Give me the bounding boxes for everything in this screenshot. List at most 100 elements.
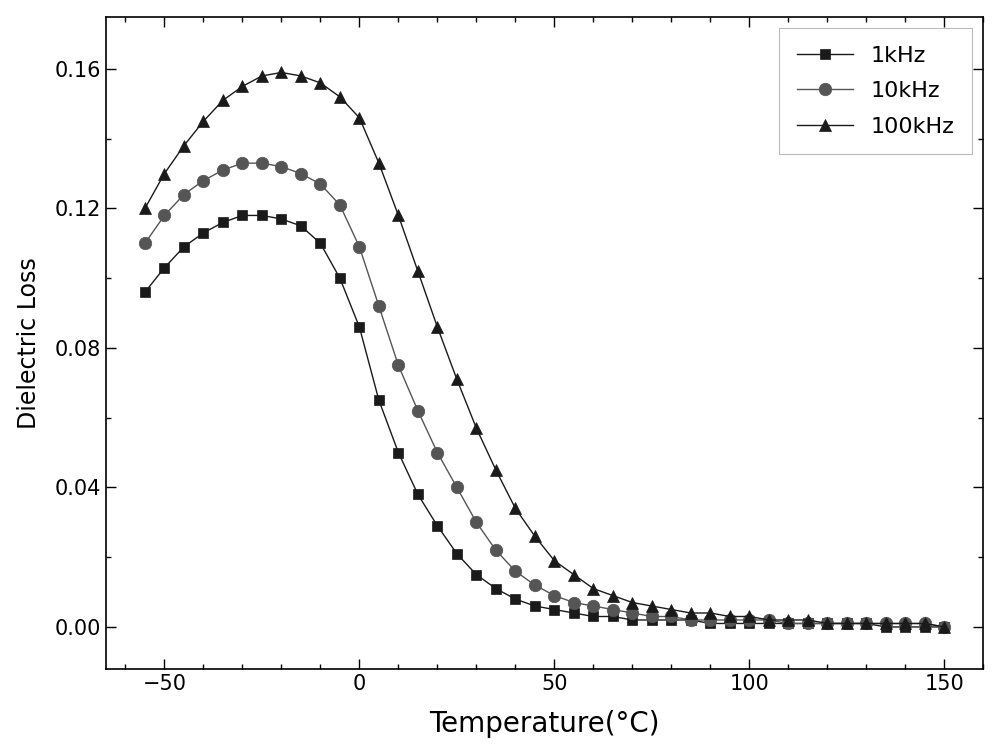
100kHz <box>139 204 151 213</box>
1kHz <box>392 448 404 457</box>
100kHz <box>236 82 248 91</box>
1kHz <box>763 619 775 628</box>
100kHz <box>158 169 170 178</box>
10kHz <box>314 180 326 189</box>
1kHz <box>724 619 736 628</box>
100kHz <box>763 615 775 624</box>
10kHz <box>431 448 443 457</box>
1kHz <box>860 619 872 628</box>
10kHz <box>275 162 287 171</box>
1kHz <box>509 594 521 603</box>
100kHz <box>724 612 736 621</box>
10kHz <box>743 615 755 624</box>
1kHz <box>256 211 268 220</box>
10kHz <box>178 190 190 199</box>
100kHz <box>685 609 697 618</box>
1kHz <box>470 570 482 579</box>
100kHz <box>568 570 580 579</box>
10kHz <box>607 605 619 614</box>
1kHz <box>841 619 853 628</box>
1kHz <box>704 619 716 628</box>
100kHz <box>314 79 326 88</box>
100kHz <box>431 322 443 331</box>
100kHz <box>860 619 872 628</box>
10kHz <box>665 612 677 621</box>
10kHz <box>685 615 697 624</box>
10kHz <box>217 165 229 174</box>
100kHz <box>782 615 794 624</box>
1kHz <box>412 490 424 499</box>
1kHz <box>685 615 697 624</box>
100kHz <box>938 622 950 631</box>
10kHz <box>860 619 872 628</box>
1kHz <box>295 221 307 230</box>
1kHz <box>587 612 599 621</box>
Legend: 1kHz, 10kHz, 100kHz: 1kHz, 10kHz, 100kHz <box>779 28 972 155</box>
1kHz <box>802 619 814 628</box>
100kHz <box>899 619 911 628</box>
10kHz <box>158 211 170 220</box>
1kHz <box>665 615 677 624</box>
10kHz <box>139 239 151 248</box>
10kHz <box>899 619 911 628</box>
10kHz <box>626 609 638 618</box>
10kHz <box>451 483 463 492</box>
1kHz <box>490 584 502 593</box>
100kHz <box>451 374 463 384</box>
10kHz <box>880 619 892 628</box>
X-axis label: Temperature(°C): Temperature(°C) <box>429 710 660 738</box>
10kHz <box>919 619 931 628</box>
10kHz <box>841 619 853 628</box>
100kHz <box>256 72 268 81</box>
10kHz <box>587 602 599 611</box>
Line: 10kHz: 10kHz <box>139 157 951 633</box>
100kHz <box>704 609 716 618</box>
100kHz <box>490 466 502 475</box>
1kHz <box>626 615 638 624</box>
1kHz <box>217 218 229 227</box>
10kHz <box>256 159 268 168</box>
10kHz <box>704 615 716 624</box>
100kHz <box>295 72 307 81</box>
10kHz <box>509 567 521 576</box>
10kHz <box>802 619 814 628</box>
10kHz <box>236 159 248 168</box>
1kHz <box>353 322 365 331</box>
10kHz <box>938 622 950 631</box>
100kHz <box>665 605 677 614</box>
100kHz <box>880 619 892 628</box>
1kHz <box>568 609 580 618</box>
1kHz <box>451 549 463 558</box>
100kHz <box>587 584 599 593</box>
100kHz <box>743 612 755 621</box>
100kHz <box>919 619 931 628</box>
Line: 1kHz: 1kHz <box>140 211 949 632</box>
Line: 100kHz: 100kHz <box>139 67 950 633</box>
100kHz <box>353 113 365 122</box>
100kHz <box>392 211 404 220</box>
1kHz <box>275 214 287 223</box>
1kHz <box>334 274 346 283</box>
10kHz <box>392 361 404 370</box>
1kHz <box>548 605 560 614</box>
10kHz <box>548 591 560 600</box>
1kHz <box>938 622 950 631</box>
1kHz <box>431 521 443 530</box>
10kHz <box>412 406 424 415</box>
10kHz <box>763 615 775 624</box>
1kHz <box>821 619 833 628</box>
100kHz <box>548 556 560 565</box>
1kHz <box>236 211 248 220</box>
Y-axis label: Dielectric Loss: Dielectric Loss <box>17 257 41 429</box>
10kHz <box>470 518 482 527</box>
10kHz <box>197 176 209 185</box>
10kHz <box>646 612 658 621</box>
10kHz <box>353 242 365 251</box>
1kHz <box>178 242 190 251</box>
1kHz <box>880 622 892 631</box>
1kHz <box>743 619 755 628</box>
10kHz <box>724 615 736 624</box>
10kHz <box>821 619 833 628</box>
1kHz <box>158 263 170 273</box>
100kHz <box>529 532 541 541</box>
